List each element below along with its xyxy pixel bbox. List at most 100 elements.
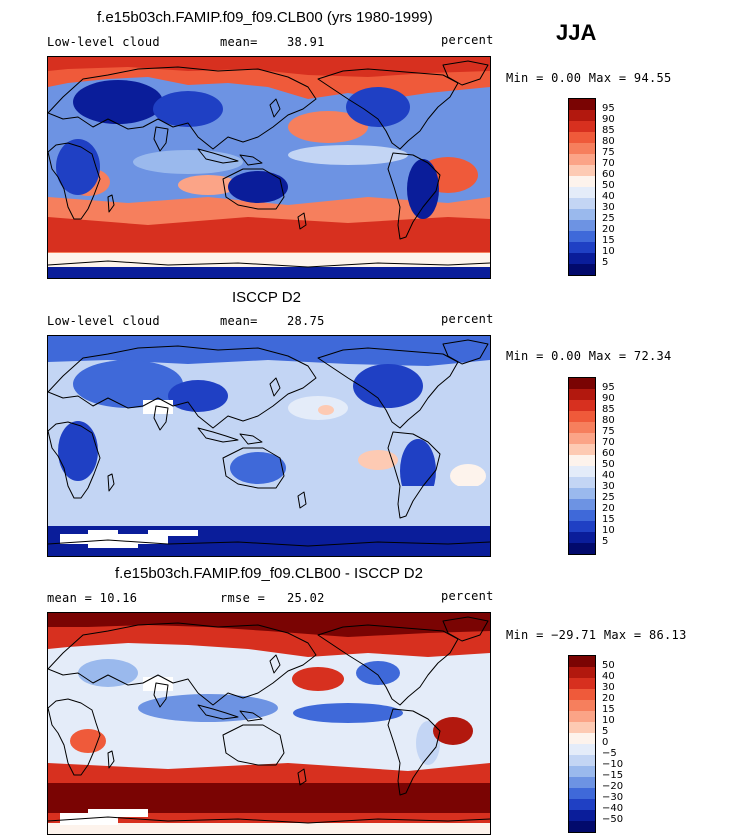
panel3-colorbar-swatch [569,821,595,832]
panel2-colorbar-swatch [569,521,595,532]
cloud-field-n-america [353,364,423,408]
stratocumulus-california [288,396,348,420]
coastline [48,142,101,220]
panel3-colorbar-tick-label: 0 [602,737,609,748]
panel1-colorbar-tick-label: 30 [602,202,615,213]
low-cloud-minimum-australia [228,171,288,203]
stratocumulus-peru [358,450,398,470]
panel1-colorbar-tick-label: 20 [602,224,615,235]
panel2-colorbar-swatch [569,400,595,411]
panel2-colorbar-tick-label: 90 [602,393,615,404]
panel1-colorbar-tick-label: 15 [602,235,615,246]
panel1-colorbar-swatch [569,264,595,275]
panel3-colorbar-swatch [569,700,595,711]
coastline [107,750,115,769]
positive-bias-peru [433,717,473,745]
panel2-colorbar-swatch [569,510,595,521]
panel3-colorbar-tick-label: 30 [602,682,615,693]
panel3-minmax: Min = −29.71 Max = 86.13 [506,628,687,642]
panel3-colorbar-tick-label: 50 [602,660,615,671]
low-cloud-minimum-africa [56,139,100,195]
panel3-title: f.e15b03ch.FAMIP.f09_f09.CLB00 - ISCCP D… [115,565,423,582]
negative-bias-europe [78,659,138,687]
season-label: JJA [556,20,597,45]
panel2-colorbar-swatch [569,488,595,499]
panel1-colorbar-swatch [569,121,595,132]
panel1-colorbar-swatch [569,209,595,220]
panel2-colorbar-swatch [569,477,595,488]
panel2-colorbar-swatch [569,499,595,510]
coastlines [48,616,490,824]
northern-positive-core [48,613,490,637]
coastline [317,68,459,150]
panel1-colorbar-tick-label: 60 [602,169,615,180]
panel1-colorbar-swatch [569,253,595,264]
panel1-mean-label: mean= [220,35,258,49]
coastline [442,616,489,642]
panel1-colorbar-tick-label: 50 [602,180,615,191]
panel3-map-canvas [48,613,490,834]
antarctica [48,267,490,278]
panel2-colorbar-swatch [569,433,595,444]
southern-positive-core [48,783,490,813]
tropical-pacific-east [288,145,408,165]
panel2-mean-label: mean= [220,314,258,328]
panel3-colorbar-swatch [569,755,595,766]
panel3-colorbar-swatch [569,711,595,722]
panel3-mean-label: mean = 10.16 [47,591,138,605]
panel3-colorbar-tick-label: −20 [602,781,624,792]
coastline [107,194,115,213]
panel2-mean-value: 28.75 [287,314,325,328]
coastline [197,704,239,720]
panel2-colorbar-tick-label: 20 [602,503,615,514]
panel1-colorbar-tick-label: 25 [602,213,615,224]
negative-bias-east-pacific [293,703,403,723]
low-cloud-minimum-s-america [407,159,439,219]
panel2-map-canvas [48,336,490,556]
missing-data-tibet [143,677,173,691]
panel1-colorbar-swatch [569,165,595,176]
panel1-colorbar-swatch [569,99,595,110]
panel1-map-canvas [48,57,490,278]
panel2-colorbar-swatch [569,389,595,400]
panel1-minmax: Min = 0.00 Max = 94.55 [506,71,672,85]
cloud-field-africa [58,421,98,481]
coastline [48,345,317,429]
panel1-colorbar-tick-label: 80 [602,136,615,147]
coastline [48,816,490,824]
panel1-colorbar-swatch [569,187,595,198]
panel2-colorbar-tick-label: 60 [602,448,615,459]
panel1-colorbar-swatch [569,143,595,154]
panel1-colorbar-tick-label: 85 [602,125,615,136]
panel3-colorbar-tick-label: 10 [602,715,615,726]
panel1-mean-value: 38.91 [287,35,325,49]
panel2-colorbar-swatch [569,455,595,466]
panel1-map [47,56,491,279]
panel2-colorbar-swatch [569,466,595,477]
coastline [222,724,285,766]
coastline [317,347,459,429]
coastline [297,212,307,230]
panel1-colorbar-swatch [569,220,595,231]
cloud-field-china [168,380,228,412]
panel3-colorbar-swatch [569,799,595,810]
low-cloud-minimum-tibet [153,91,223,127]
panel1-colorbar-tick-label: 10 [602,246,615,257]
coastline [239,154,263,166]
panel3-rmse-label: rmse = [220,591,266,605]
panel3-colorbar-tick-label: 20 [602,693,615,704]
panel3-colorbar-tick-label: 15 [602,704,615,715]
panel2-colorbar-tick-label: 25 [602,492,615,503]
panel3-colorbar-swatch [569,678,595,689]
panel2-colorbar-swatch [569,411,595,422]
panel2-colorbar-tick-label: 40 [602,470,615,481]
stratocumulus-atlantic [450,464,486,488]
coastline [239,433,263,445]
coastline [387,152,441,240]
coastline [197,427,239,443]
southern-ocean-core [48,217,490,252]
panel3-colorbar-swatch [569,744,595,755]
panel2-colorbar-tick-label: 15 [602,514,615,525]
coastlines [48,339,490,547]
panel2-colorbar-tick-label: 80 [602,415,615,426]
